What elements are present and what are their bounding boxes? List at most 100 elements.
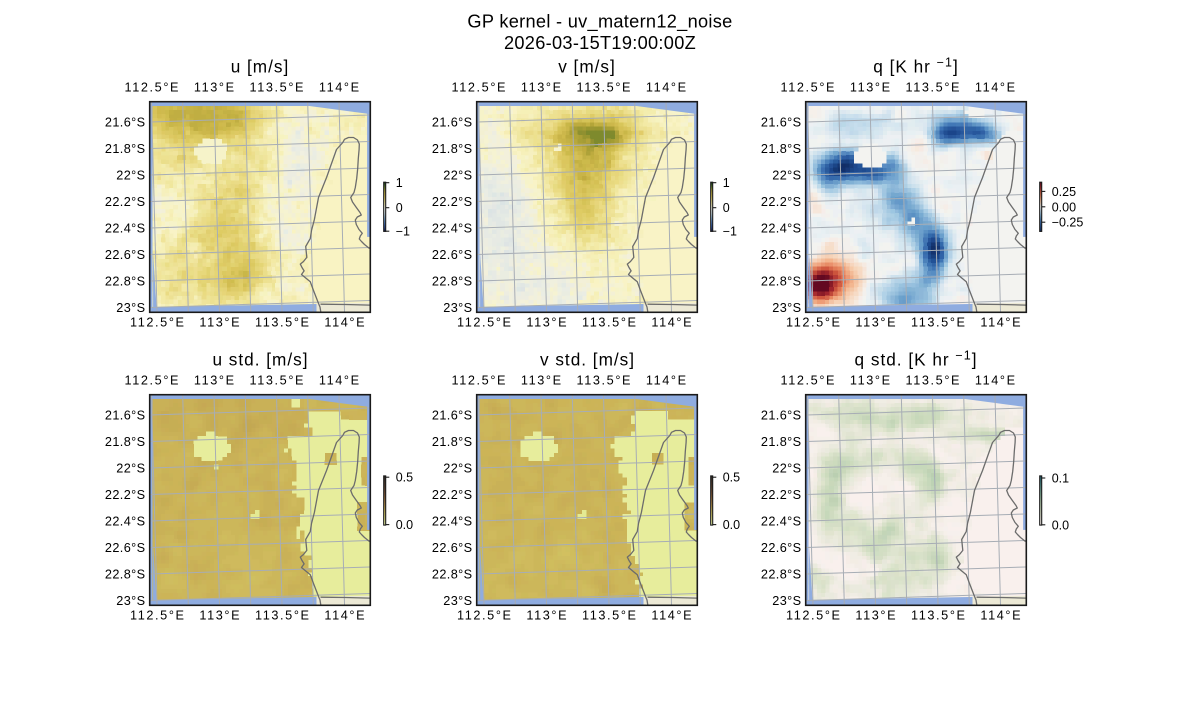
svg-text:114°E: 114°E <box>646 374 688 388</box>
svg-text:21.6°S: 21.6°S <box>432 115 473 129</box>
svg-text:113°E: 113°E <box>199 315 241 329</box>
svg-text:113°E: 113°E <box>850 81 892 95</box>
svg-text:23°S: 23°S <box>443 301 472 315</box>
svg-text:22.8°S: 22.8°S <box>432 274 473 288</box>
svg-text:u [m/s]: u [m/s] <box>231 56 290 76</box>
svg-text:0.5: 0.5 <box>723 471 740 485</box>
svg-text:112.5°E: 112.5°E <box>781 374 837 388</box>
svg-text:112.5°E: 112.5°E <box>452 81 508 95</box>
svg-text:q [K hr −1]: q [K hr −1] <box>873 55 958 76</box>
svg-text:22.6°S: 22.6°S <box>432 541 473 555</box>
svg-text:21.8°S: 21.8°S <box>105 435 146 449</box>
svg-text:21.8°S: 21.8°S <box>761 435 802 449</box>
svg-text:22.4°S: 22.4°S <box>761 514 802 528</box>
svg-text:23°S: 23°S <box>443 594 472 608</box>
svg-text:113.5°E: 113.5°E <box>577 374 633 388</box>
svg-text:114°E: 114°E <box>646 81 688 95</box>
svg-text:21.6°S: 21.6°S <box>105 115 146 129</box>
svg-text:22.2°S: 22.2°S <box>105 488 146 502</box>
svg-text:22.2°S: 22.2°S <box>432 488 473 502</box>
svg-text:22°S: 22°S <box>116 168 145 182</box>
svg-text:22.4°S: 22.4°S <box>432 221 473 235</box>
svg-text:0.00: 0.00 <box>1052 200 1076 214</box>
svg-text:114°E: 114°E <box>319 81 361 95</box>
svg-text:0.0: 0.0 <box>396 518 413 532</box>
svg-text:22.2°S: 22.2°S <box>761 195 802 209</box>
svg-text:114°E: 114°E <box>324 315 366 329</box>
svg-text:21.6°S: 21.6°S <box>761 115 802 129</box>
svg-text:−0.25: −0.25 <box>1052 216 1084 230</box>
svg-text:113.5°E: 113.5°E <box>582 315 638 329</box>
svg-text:113°E: 113°E <box>521 81 563 95</box>
svg-text:113°E: 113°E <box>855 608 897 622</box>
svg-text:113°E: 113°E <box>850 374 892 388</box>
svg-text:113.5°E: 113.5°E <box>906 374 962 388</box>
svg-text:q std. [K hr −1]: q std. [K hr −1] <box>855 348 978 369</box>
svg-text:21.6°S: 21.6°S <box>761 408 802 422</box>
svg-text:−1: −1 <box>396 225 410 239</box>
svg-text:112.5°E: 112.5°E <box>786 608 842 622</box>
svg-text:114°E: 114°E <box>980 315 1022 329</box>
svg-text:23°S: 23°S <box>772 301 801 315</box>
svg-text:0.25: 0.25 <box>1052 185 1076 199</box>
svg-text:113°E: 113°E <box>526 608 568 622</box>
svg-text:112.5°E: 112.5°E <box>457 315 513 329</box>
svg-text:113.5°E: 113.5°E <box>255 608 311 622</box>
svg-text:114°E: 114°E <box>324 608 366 622</box>
svg-text:113°E: 113°E <box>526 315 568 329</box>
svg-text:112.5°E: 112.5°E <box>125 81 181 95</box>
svg-text:114°E: 114°E <box>319 374 361 388</box>
svg-text:113°E: 113°E <box>194 81 236 95</box>
svg-text:114°E: 114°E <box>651 315 693 329</box>
svg-text:v std. [m/s]: v std. [m/s] <box>540 349 635 369</box>
svg-text:22.6°S: 22.6°S <box>761 541 802 555</box>
svg-text:0.1: 0.1 <box>1052 472 1069 486</box>
svg-text:114°E: 114°E <box>651 608 693 622</box>
svg-text:113°E: 113°E <box>521 374 563 388</box>
svg-text:113.5°E: 113.5°E <box>250 81 306 95</box>
svg-text:22°S: 22°S <box>772 168 801 182</box>
svg-text:113.5°E: 113.5°E <box>577 81 633 95</box>
svg-text:22.8°S: 22.8°S <box>432 567 473 581</box>
svg-text:21.6°S: 21.6°S <box>432 408 473 422</box>
svg-text:113°E: 113°E <box>855 315 897 329</box>
svg-text:22.6°S: 22.6°S <box>432 248 473 262</box>
svg-text:23°S: 23°S <box>116 301 145 315</box>
svg-text:22.2°S: 22.2°S <box>432 195 473 209</box>
svg-text:u std. [m/s]: u std. [m/s] <box>212 349 308 369</box>
svg-text:113.5°E: 113.5°E <box>906 81 962 95</box>
svg-text:22.2°S: 22.2°S <box>761 488 802 502</box>
svg-text:114°E: 114°E <box>980 608 1022 622</box>
svg-text:21.8°S: 21.8°S <box>432 435 473 449</box>
svg-text:2026-03-15T19:00:00Z: 2026-03-15T19:00:00Z <box>504 33 696 53</box>
svg-text:22.4°S: 22.4°S <box>105 514 146 528</box>
svg-text:22.8°S: 22.8°S <box>105 274 146 288</box>
svg-text:22°S: 22°S <box>772 461 801 475</box>
svg-text:22.4°S: 22.4°S <box>105 221 146 235</box>
svg-text:22.6°S: 22.6°S <box>761 248 802 262</box>
svg-text:23°S: 23°S <box>772 594 801 608</box>
svg-text:21.8°S: 21.8°S <box>432 142 473 156</box>
svg-text:112.5°E: 112.5°E <box>457 608 513 622</box>
svg-text:112.5°E: 112.5°E <box>781 81 837 95</box>
svg-text:v [m/s]: v [m/s] <box>558 56 616 76</box>
svg-text:113°E: 113°E <box>194 374 236 388</box>
svg-text:22.2°S: 22.2°S <box>105 195 146 209</box>
svg-text:113.5°E: 113.5°E <box>250 374 306 388</box>
svg-text:0.0: 0.0 <box>1052 518 1069 532</box>
svg-text:113°E: 113°E <box>199 608 241 622</box>
svg-text:21.8°S: 21.8°S <box>105 142 146 156</box>
svg-text:112.5°E: 112.5°E <box>130 608 186 622</box>
svg-text:22°S: 22°S <box>116 461 145 475</box>
svg-text:113.5°E: 113.5°E <box>911 608 967 622</box>
svg-text:22.6°S: 22.6°S <box>105 248 146 262</box>
svg-text:0.0: 0.0 <box>723 518 740 532</box>
svg-text:23°S: 23°S <box>116 594 145 608</box>
svg-text:22°S: 22°S <box>443 168 472 182</box>
svg-text:22.4°S: 22.4°S <box>432 514 473 528</box>
svg-text:1: 1 <box>723 176 730 190</box>
svg-text:22.4°S: 22.4°S <box>761 221 802 235</box>
svg-text:GP kernel - uv_matern12_noise: GP kernel - uv_matern12_noise <box>467 12 732 33</box>
svg-text:113.5°E: 113.5°E <box>255 315 311 329</box>
svg-text:1: 1 <box>396 176 403 190</box>
